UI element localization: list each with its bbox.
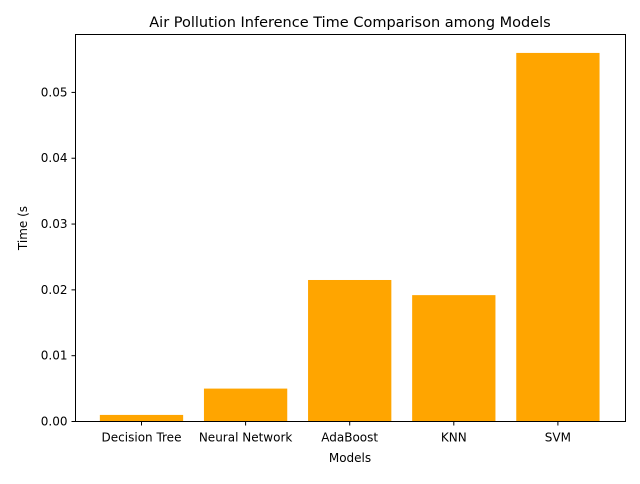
plot-frame — [75, 34, 626, 422]
bar-neural-network — [203, 388, 288, 422]
x-tick-label: Neural Network — [199, 431, 293, 445]
x-tick-label: KNN — [441, 431, 467, 445]
y-tick-label: 0.02 — [41, 283, 68, 297]
bars-layer — [99, 52, 600, 422]
bar-knn — [412, 295, 496, 422]
chart-title: Air Pollution Inference Time Comparison … — [149, 15, 551, 31]
y-tick-label: 0.00 — [41, 415, 68, 429]
y-tick-label: 0.05 — [41, 85, 68, 99]
bar-adaboost — [308, 279, 392, 422]
x-tick-label: AdaBoost — [321, 431, 378, 445]
x-tick-label: SVM — [545, 431, 571, 445]
x-axis: Decision Tree Neural Network AdaBoost KNN SV… — [102, 421, 571, 445]
y-axis-label: Time (s — [16, 206, 30, 251]
bar-decision-tree — [99, 414, 184, 422]
y-tick-label: 0.04 — [41, 151, 68, 165]
x-tick-label: Decision Tree — [102, 431, 182, 445]
x-axis-label: Models — [329, 451, 371, 465]
y-tick-label: 0.01 — [41, 349, 68, 363]
y-tick-label: 0.03 — [41, 217, 68, 231]
y-axis: 0.00 0.01 0.02 0.03 0.04 0.05 — [41, 85, 76, 429]
bar-svm — [516, 52, 600, 422]
